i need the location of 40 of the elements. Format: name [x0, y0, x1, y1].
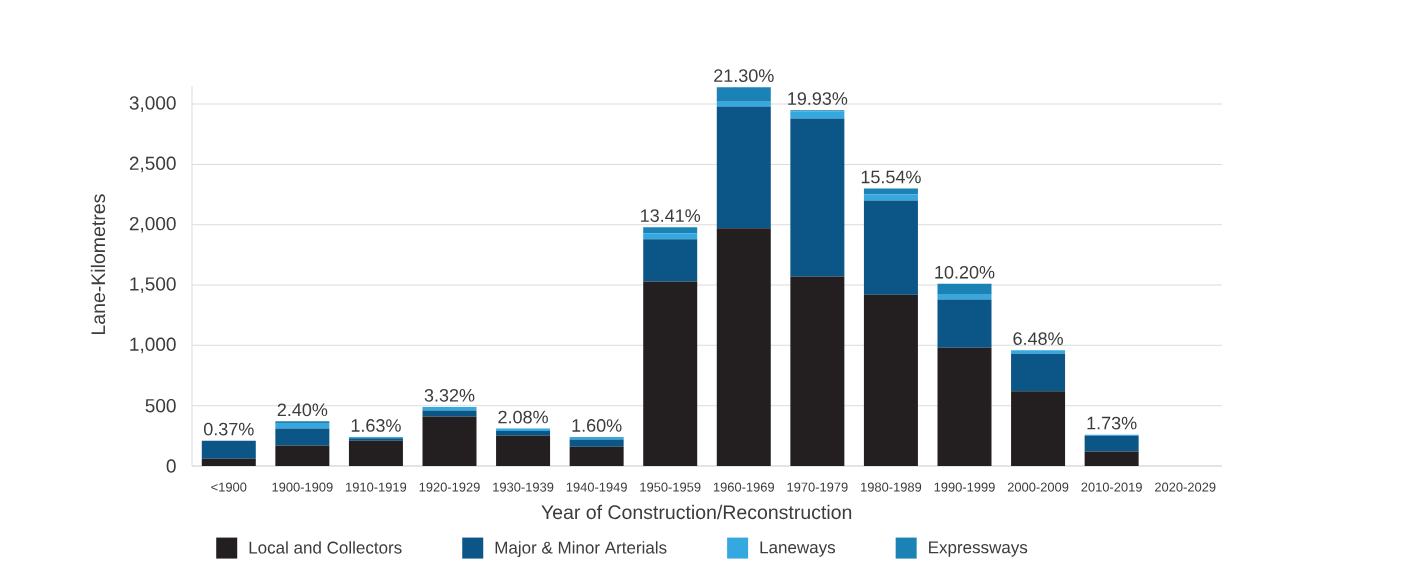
- annotation: 1.73%: [1087, 416, 1137, 430]
- y-tick-label: 500: [145, 398, 176, 413]
- x-tick-label: 1910-1919: [346, 482, 407, 492]
- x-tick-label: 1990-1999: [934, 482, 995, 492]
- x-tick-label: 1950-1959: [640, 482, 701, 492]
- annotation: 19.93%: [788, 92, 848, 105]
- x-tick-label: 1980-1989: [861, 482, 922, 492]
- x-tick-label: 1960-1969: [713, 482, 775, 492]
- x-tick-label: 1940-1949: [566, 482, 627, 492]
- y-tick-label: 1,500: [130, 277, 176, 293]
- annotation: 10.20%: [935, 265, 995, 279]
- x-tick-label: 1930-1939: [493, 482, 554, 492]
- legend-label: Major & Minor Arterials: [495, 541, 667, 558]
- annotation: 6.48%: [1013, 332, 1063, 345]
- y-tick-label: 1,000: [130, 337, 176, 354]
- y-tick-label: 0: [166, 459, 176, 473]
- y-tick-label: 2,000: [129, 216, 176, 233]
- y-tick-label: 2,500: [129, 156, 176, 173]
- y-axis-title: Lane-Kilometres: [90, 194, 106, 334]
- x-tick-label: 1970-1979: [787, 482, 848, 492]
- annotation: 15.54%: [861, 170, 921, 184]
- legend-label: Local and Collectors: [249, 541, 402, 554]
- annotation: 1.60%: [572, 419, 622, 432]
- annotation: 0.37%: [203, 422, 254, 436]
- annotation: 2.40%: [277, 403, 328, 417]
- annotation: 21.30%: [714, 69, 774, 82]
- x-tick-label: <1900: [211, 482, 247, 492]
- x-tick-label: 2020-2029: [1155, 482, 1216, 492]
- legend-label: Laneways: [760, 541, 836, 557]
- y-tick-label: 3,000: [129, 96, 176, 112]
- x-tick-label: 2000-2009: [1007, 482, 1069, 492]
- annotation: 1.63%: [351, 419, 401, 432]
- annotation: 13.41%: [641, 209, 701, 222]
- x-tick-label: 2010-2019: [1081, 482, 1142, 492]
- legend-label: Expressways: [929, 541, 1028, 557]
- annotation: 2.08%: [498, 410, 548, 424]
- annotation: 3.32%: [424, 388, 475, 402]
- x-tick-label: 1920-1929: [419, 482, 480, 492]
- x-axis-title: Year of Construction/Reconstruction: [541, 504, 852, 520]
- x-tick-label: 1900-1909: [272, 482, 333, 492]
